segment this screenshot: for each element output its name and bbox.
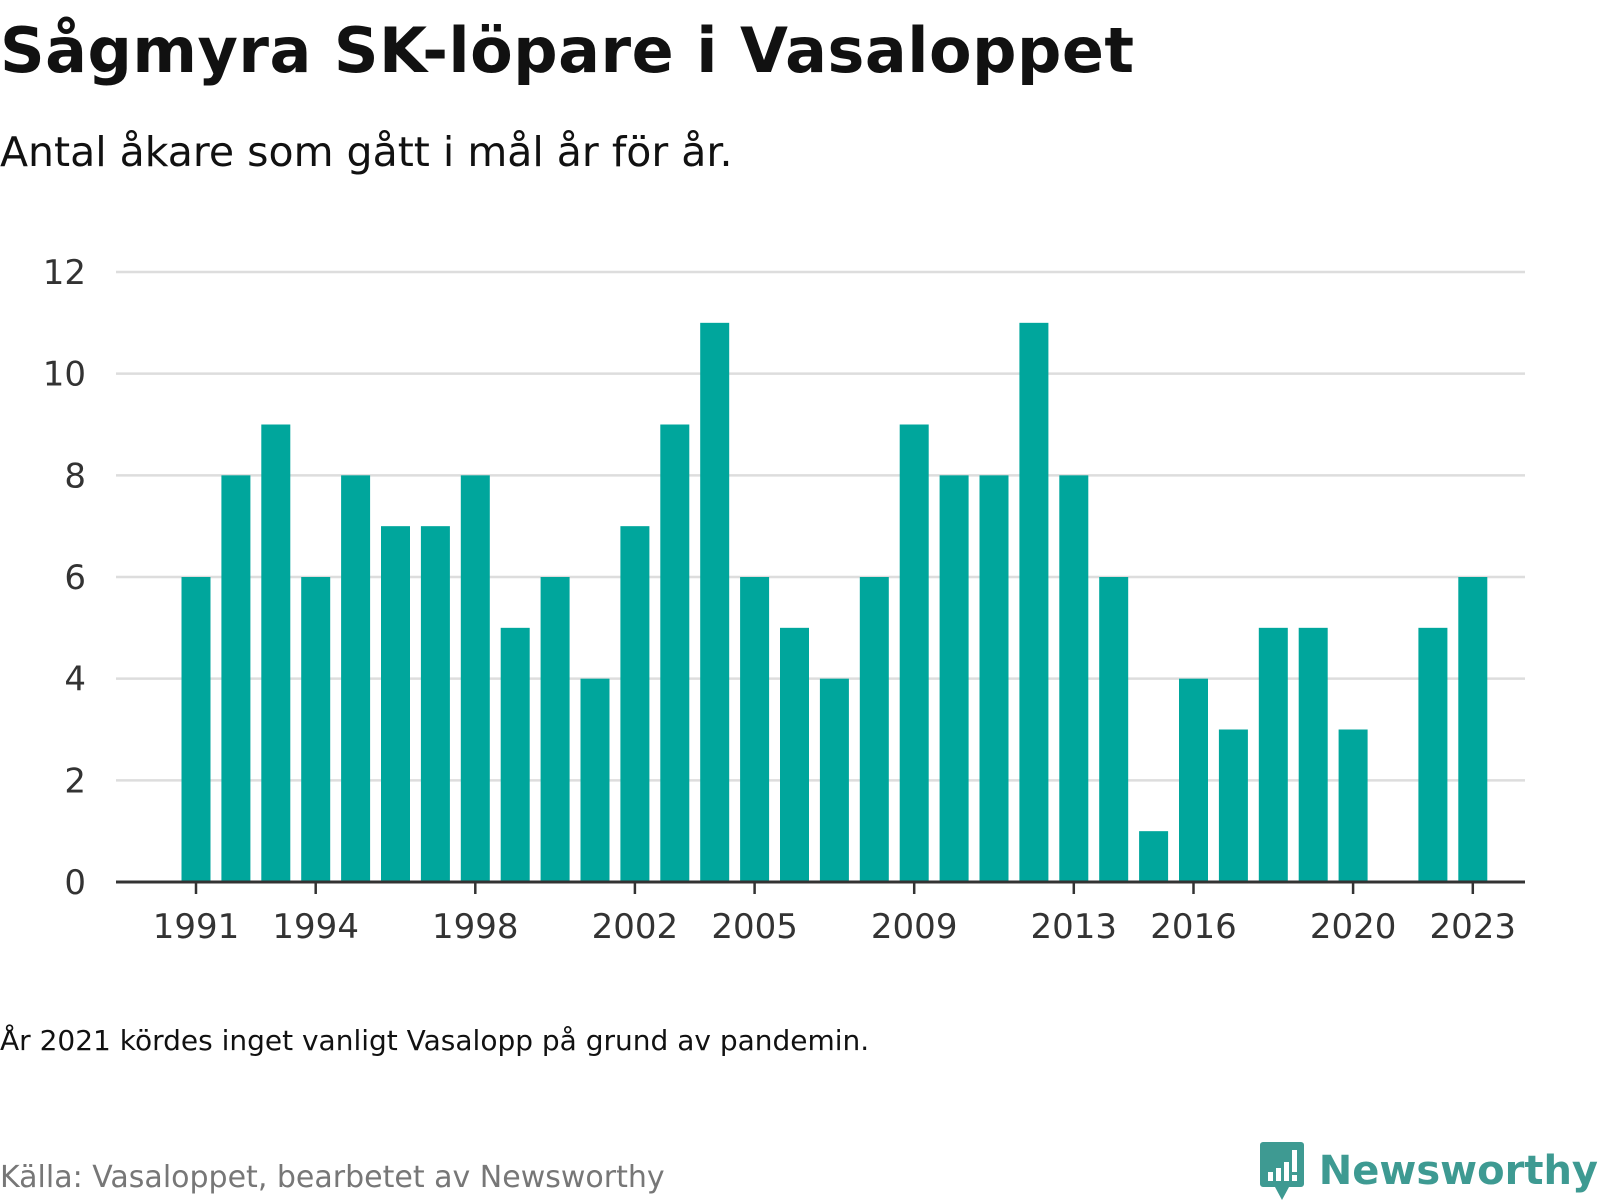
bar <box>1218 729 1248 882</box>
bar <box>1059 475 1089 882</box>
bar <box>1258 627 1288 882</box>
y-tick-label: 12 <box>43 253 86 293</box>
bar <box>979 475 1009 882</box>
bar-chart: 0 2 4 6 8 10 12 1991 1994 1998 2002 2005 2009 2013 201… <box>43 253 1525 947</box>
bar <box>221 475 251 882</box>
bar <box>1099 577 1129 882</box>
x-tick-label: 2005 <box>711 907 798 947</box>
x-tick-label: 1998 <box>432 907 519 947</box>
x-tick-label: 2016 <box>1150 907 1237 947</box>
newsworthy-logo-icon <box>1259 1142 1304 1200</box>
y-tick-label: 10 <box>43 355 86 395</box>
bar <box>1458 577 1488 882</box>
x-tick-label: 2020 <box>1310 907 1397 947</box>
x-tick-label: 2023 <box>1430 907 1517 947</box>
bar <box>1019 322 1049 882</box>
x-tick-label: 2013 <box>1031 907 1118 947</box>
bar <box>819 678 849 882</box>
bar <box>580 678 610 882</box>
brand-name: Newsworthy <box>1318 1148 1598 1194</box>
bar <box>420 526 450 882</box>
y-tick-label: 4 <box>64 660 86 700</box>
bar <box>301 577 331 882</box>
chart-title: Sågmyra SK-löpare i Vasaloppet <box>0 14 1135 87</box>
bar <box>1418 627 1448 882</box>
y-tick-label: 0 <box>64 863 86 903</box>
bar <box>540 577 570 882</box>
bar <box>500 627 530 882</box>
y-tick-label: 8 <box>64 456 86 496</box>
bar <box>859 577 889 882</box>
x-tick-label: 2002 <box>592 907 679 947</box>
bar <box>700 322 730 882</box>
bar <box>660 424 690 882</box>
x-tick-label: 2009 <box>871 907 958 947</box>
chart-subtitle: Antal åkare som gått i mål år för år. <box>0 128 733 176</box>
bar <box>341 475 371 882</box>
footnote: År 2021 kördes inget vanligt Vasalopp på… <box>0 1024 870 1057</box>
source-text: Källa: Vasaloppet, bearbetet av Newswort… <box>0 1160 665 1195</box>
bar <box>1298 627 1328 882</box>
bar <box>899 424 929 882</box>
brand-logo: Newsworthy <box>1259 1140 1598 1202</box>
bar <box>939 475 969 882</box>
bar <box>740 577 770 882</box>
y-tick-label: 2 <box>64 761 86 801</box>
bar <box>381 526 410 882</box>
bar <box>620 526 650 882</box>
bar <box>460 475 490 882</box>
y-tick-label: 6 <box>64 558 86 598</box>
bar <box>181 577 211 882</box>
bar <box>1179 678 1208 882</box>
bar <box>1139 831 1169 882</box>
bar <box>261 424 291 882</box>
x-tick-label: 1991 <box>153 907 240 947</box>
bar <box>780 627 809 882</box>
x-tick-label: 1994 <box>272 907 359 947</box>
bar <box>1338 729 1368 882</box>
